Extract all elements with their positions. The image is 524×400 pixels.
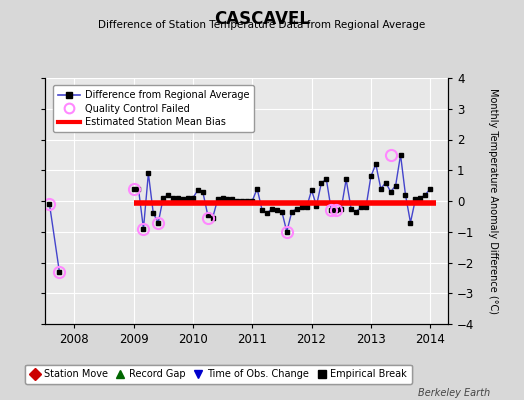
Text: Berkeley Earth: Berkeley Earth (418, 388, 490, 398)
Text: Difference of Station Temperature Data from Regional Average: Difference of Station Temperature Data f… (99, 20, 425, 30)
Y-axis label: Monthly Temperature Anomaly Difference (°C): Monthly Temperature Anomaly Difference (… (488, 88, 498, 314)
Legend: Station Move, Record Gap, Time of Obs. Change, Empirical Break: Station Move, Record Gap, Time of Obs. C… (25, 364, 412, 384)
Text: CASCAVEL: CASCAVEL (214, 10, 310, 28)
